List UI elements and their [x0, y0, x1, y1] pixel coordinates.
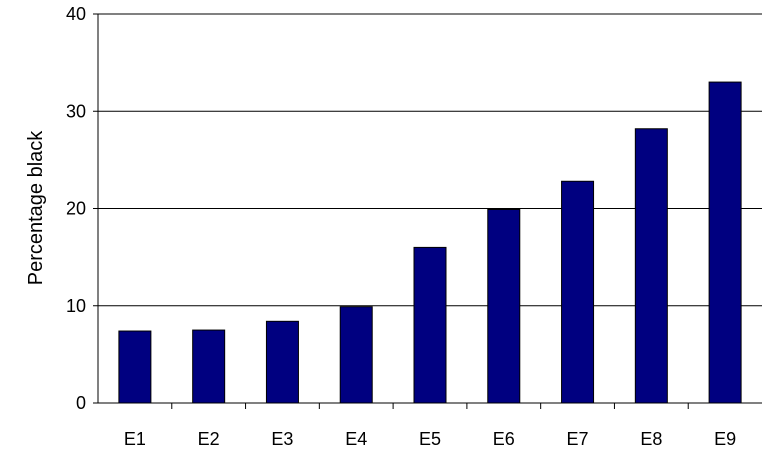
- x-tick-label-E8: E8: [640, 429, 662, 449]
- y-tick-labels: 0 10 20 30 40: [66, 4, 98, 413]
- bar-E9: [708, 81, 742, 404]
- y-tick-label: 30: [66, 101, 86, 121]
- x-tick-label-E6: E6: [493, 429, 515, 449]
- y-tick-label: 10: [66, 296, 86, 316]
- bar-E4: [339, 306, 373, 404]
- y-axis-title: Percentage black: [25, 130, 47, 286]
- y-tick-label: 40: [66, 4, 86, 24]
- x-tick-label-E3: E3: [271, 429, 293, 449]
- x-tick-label-E7: E7: [567, 429, 589, 449]
- bar-E2: [192, 329, 226, 404]
- y-tick-label: 0: [76, 393, 86, 413]
- bar-E7: [561, 180, 595, 404]
- x-tick-label-E4: E4: [345, 429, 367, 449]
- x-tick-label-E2: E2: [198, 429, 220, 449]
- bar-E1: [118, 330, 152, 404]
- x-tick-label-E9: E9: [714, 429, 736, 449]
- y-tick-label: 20: [66, 199, 86, 219]
- x-tick-label-E5: E5: [419, 429, 441, 449]
- x-tick-labels: E1 E2 E3 E4 E5 E6 E7 E8 E9: [124, 403, 736, 449]
- bars: [118, 81, 742, 404]
- x-tick-label-E1: E1: [124, 429, 146, 449]
- bar-E5: [413, 246, 447, 404]
- bar-E8: [634, 128, 668, 404]
- bar-E3: [265, 320, 299, 404]
- bar-E6: [487, 208, 521, 404]
